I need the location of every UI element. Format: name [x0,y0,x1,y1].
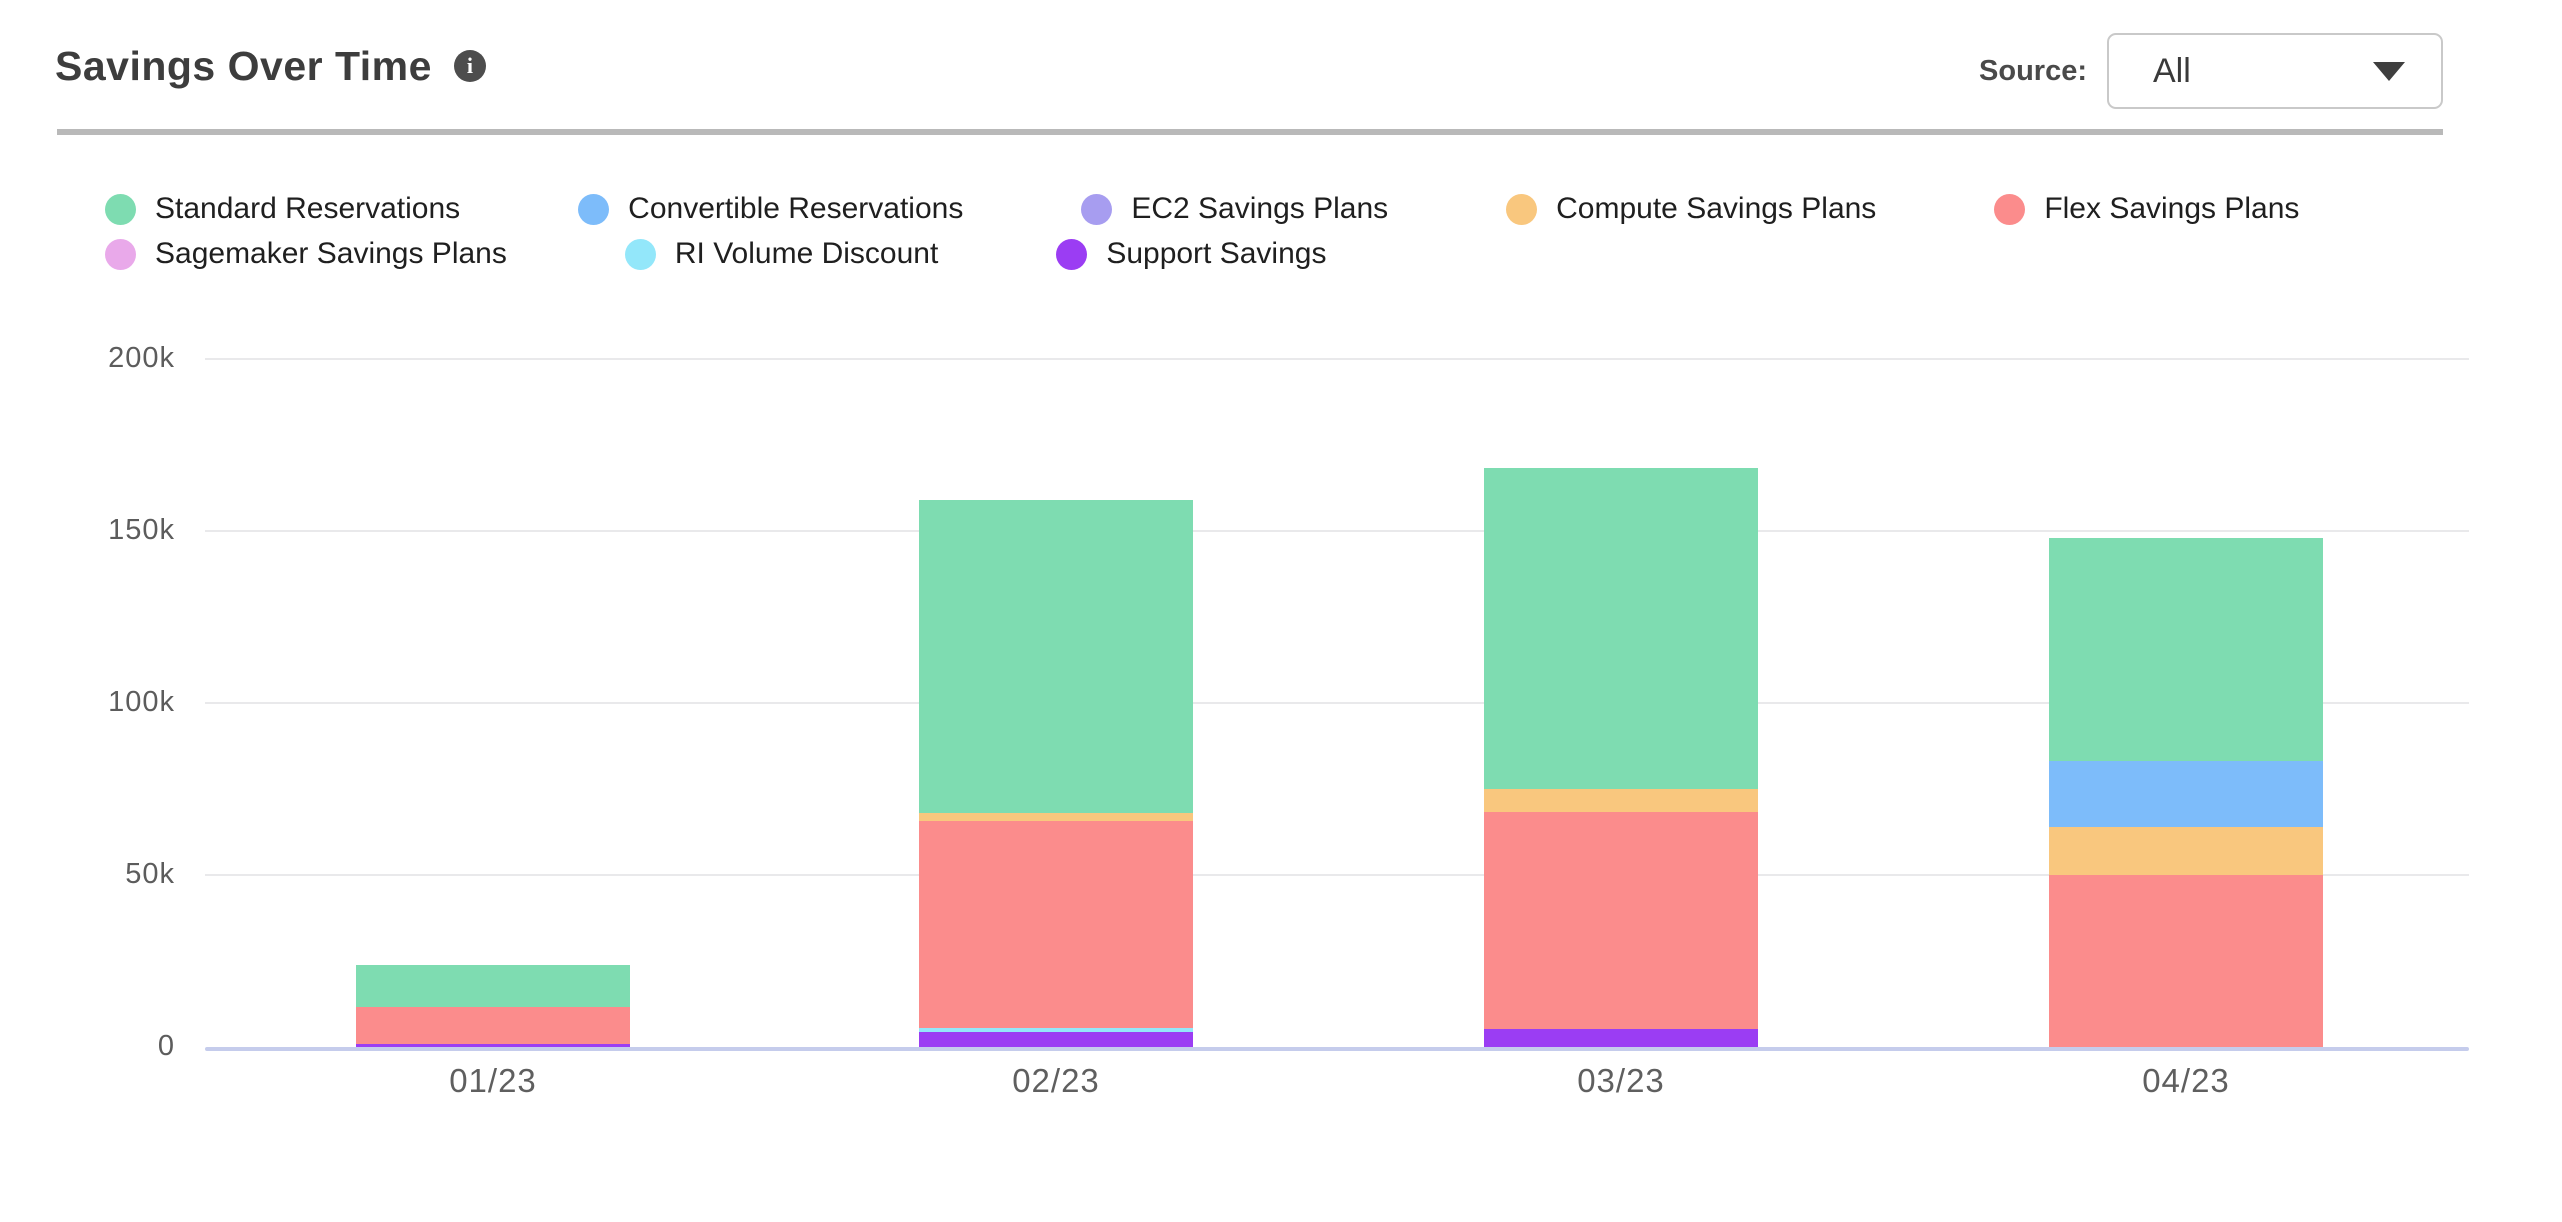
y-axis-label-0: 0 [157,1030,175,1062]
bar-segment-04-23-convertible-reservations[interactable] [2049,761,2323,827]
y-axis-label-200k: 200k [108,342,175,374]
legend-row: Sagemaker Savings Plans RI Volume Discoun… [105,237,2299,271]
bar-segment-02-23-ri-volume-discount[interactable] [919,1027,1193,1032]
x-axis-label-01-23: 01/23 [449,1062,537,1099]
legend-item-standard-reservations[interactable]: Standard Reservations [105,192,460,226]
page-title: Savings Over Time [55,42,432,89]
legend-label: EC2 Savings Plans [1131,192,1389,225]
legend-swatch-icon [105,193,136,225]
bar-segment-01-23-standard-reservations[interactable] [356,965,630,1008]
legend-item-ri-volume-discount[interactable]: RI Volume Discount [624,237,939,271]
legend-item-support-savings[interactable]: Support Savings [1056,237,1326,271]
legend-swatch-icon [1994,193,2026,225]
bar-segment-04-23-standard-reservations[interactable] [2049,537,2323,762]
bar-segment-04-23-compute-savings-plans[interactable] [2049,826,2323,875]
legend-item-flex-savings-plans[interactable]: Flex Savings Plans [1994,192,2299,226]
header-divider [57,129,2443,135]
info-icon[interactable]: i [453,50,486,82]
legend-label: Sagemaker Savings Plans [155,237,507,270]
legend-label: Convertible Reservations [628,192,964,225]
legend-label: Support Savings [1106,237,1327,270]
bar-segment-03-23-flex-savings-plans[interactable] [1484,812,1758,1030]
x-axis-label-04-23: 04/23 [2142,1062,2230,1099]
bar-segment-01-23-support-savings[interactable] [356,1043,630,1047]
legend-item-ec2-savings-plans[interactable]: EC2 Savings Plans [1081,192,1388,226]
bar-segment-03-23-support-savings[interactable] [1484,1029,1758,1047]
legend-swatch-icon [1506,193,1538,225]
legend-label: Standard Reservations [155,192,461,225]
legend-swatch-icon [1081,193,1113,225]
y-axis-label-100k: 100k [108,686,175,718]
legend-item-compute-savings-plans[interactable]: Compute Savings Plans [1506,192,1876,226]
legend-item-convertible-reservations[interactable]: Convertible Reservations [578,192,963,226]
bar-segment-01-23-flex-savings-plans[interactable] [356,1007,630,1044]
legend-row: Standard Reservations Convertible Reserva… [105,192,2299,226]
bar-segment-03-23-standard-reservations[interactable] [1484,467,1758,790]
source-dropdown[interactable]: All [2107,33,2443,109]
legend-label: Flex Savings Plans [2044,192,2300,225]
gridline-200k [205,358,2469,360]
legend-label: RI Volume Discount [674,237,939,270]
legend-label: Compute Savings Plans [1556,192,1877,225]
chart-legend: Standard Reservations Convertible Reserva… [105,192,2299,271]
legend-swatch-icon [624,238,656,270]
panel-header: Savings Over Time i [55,42,486,90]
x-axis-line [205,1047,2469,1051]
bar-segment-02-23-standard-reservations[interactable] [919,500,1193,814]
source-label: Source: [1979,54,2087,87]
legend-swatch-icon [105,238,136,270]
legend-swatch-icon [1056,238,1088,270]
y-axis-label-150k: 150k [108,514,175,546]
bar-segment-04-23-flex-savings-plans[interactable] [2049,875,2323,1047]
bar-segment-02-23-support-savings[interactable] [919,1031,1193,1047]
gridline-100k [205,702,2469,704]
source-filter: Source: All [1979,33,2443,109]
bar-segment-03-23-compute-savings-plans[interactable] [1484,789,1758,813]
legend-swatch-icon [578,193,610,225]
source-dropdown-value: All [2153,51,2191,90]
gridline-50k [205,874,2469,876]
bar-segment-02-23-flex-savings-plans[interactable] [919,821,1193,1028]
bar-segment-02-23-compute-savings-plans[interactable] [919,813,1193,822]
gridline-150k [205,530,2469,532]
x-axis-label-02-23: 02/23 [1012,1062,1100,1099]
legend-item-sagemaker-savings-plans[interactable]: Sagemaker Savings Plans [105,237,507,271]
x-axis-label-03-23: 03/23 [1577,1062,1665,1099]
y-axis-label-50k: 50k [125,858,175,890]
chevron-down-icon [2373,61,2405,81]
